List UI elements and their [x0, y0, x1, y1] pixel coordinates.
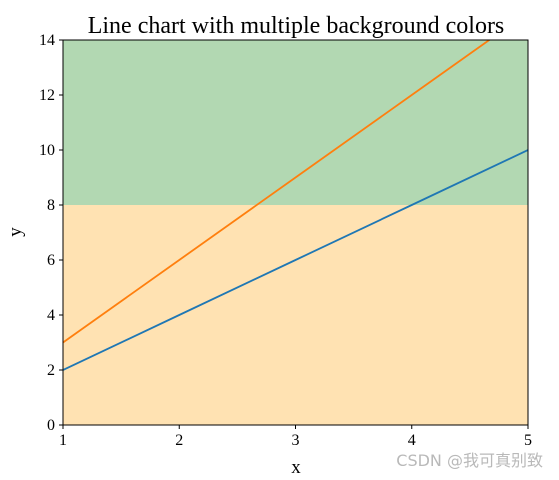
series-line-0 — [63, 149, 528, 371]
y-tick-label: 0 — [47, 417, 55, 434]
x-tick-label: 4 — [408, 432, 416, 449]
y-tick-label: 6 — [47, 252, 55, 269]
y-tick-label: 2 — [47, 362, 55, 379]
x-tick-label: 1 — [59, 432, 67, 449]
x-tick-label: 3 — [292, 432, 300, 449]
y-tick-label: 4 — [47, 307, 55, 324]
background-band-0 — [63, 205, 528, 425]
x-tick-label: 5 — [524, 432, 532, 449]
background-bands — [63, 40, 528, 425]
x-axis-ticks: 1 2 3 4 5 — [59, 425, 532, 449]
y-axis-label: y — [5, 227, 26, 237]
x-axis-label: x — [291, 457, 301, 478]
series-line-1 — [63, 40, 491, 344]
y-tick-label: 8 — [47, 197, 55, 214]
series-lines — [63, 40, 528, 371]
watermark: CSDN @我可真别致 — [396, 451, 543, 470]
background-band-1 — [63, 40, 528, 205]
y-tick-label: 14 — [39, 32, 55, 49]
y-tick-label: 10 — [39, 142, 55, 159]
x-tick-label: 2 — [175, 432, 183, 449]
chart-title: Line chart with multiple background colo… — [88, 13, 505, 39]
y-tick-label: 12 — [39, 87, 55, 104]
y-axis-ticks: 0 2 4 6 8 10 12 14 — [39, 32, 63, 434]
